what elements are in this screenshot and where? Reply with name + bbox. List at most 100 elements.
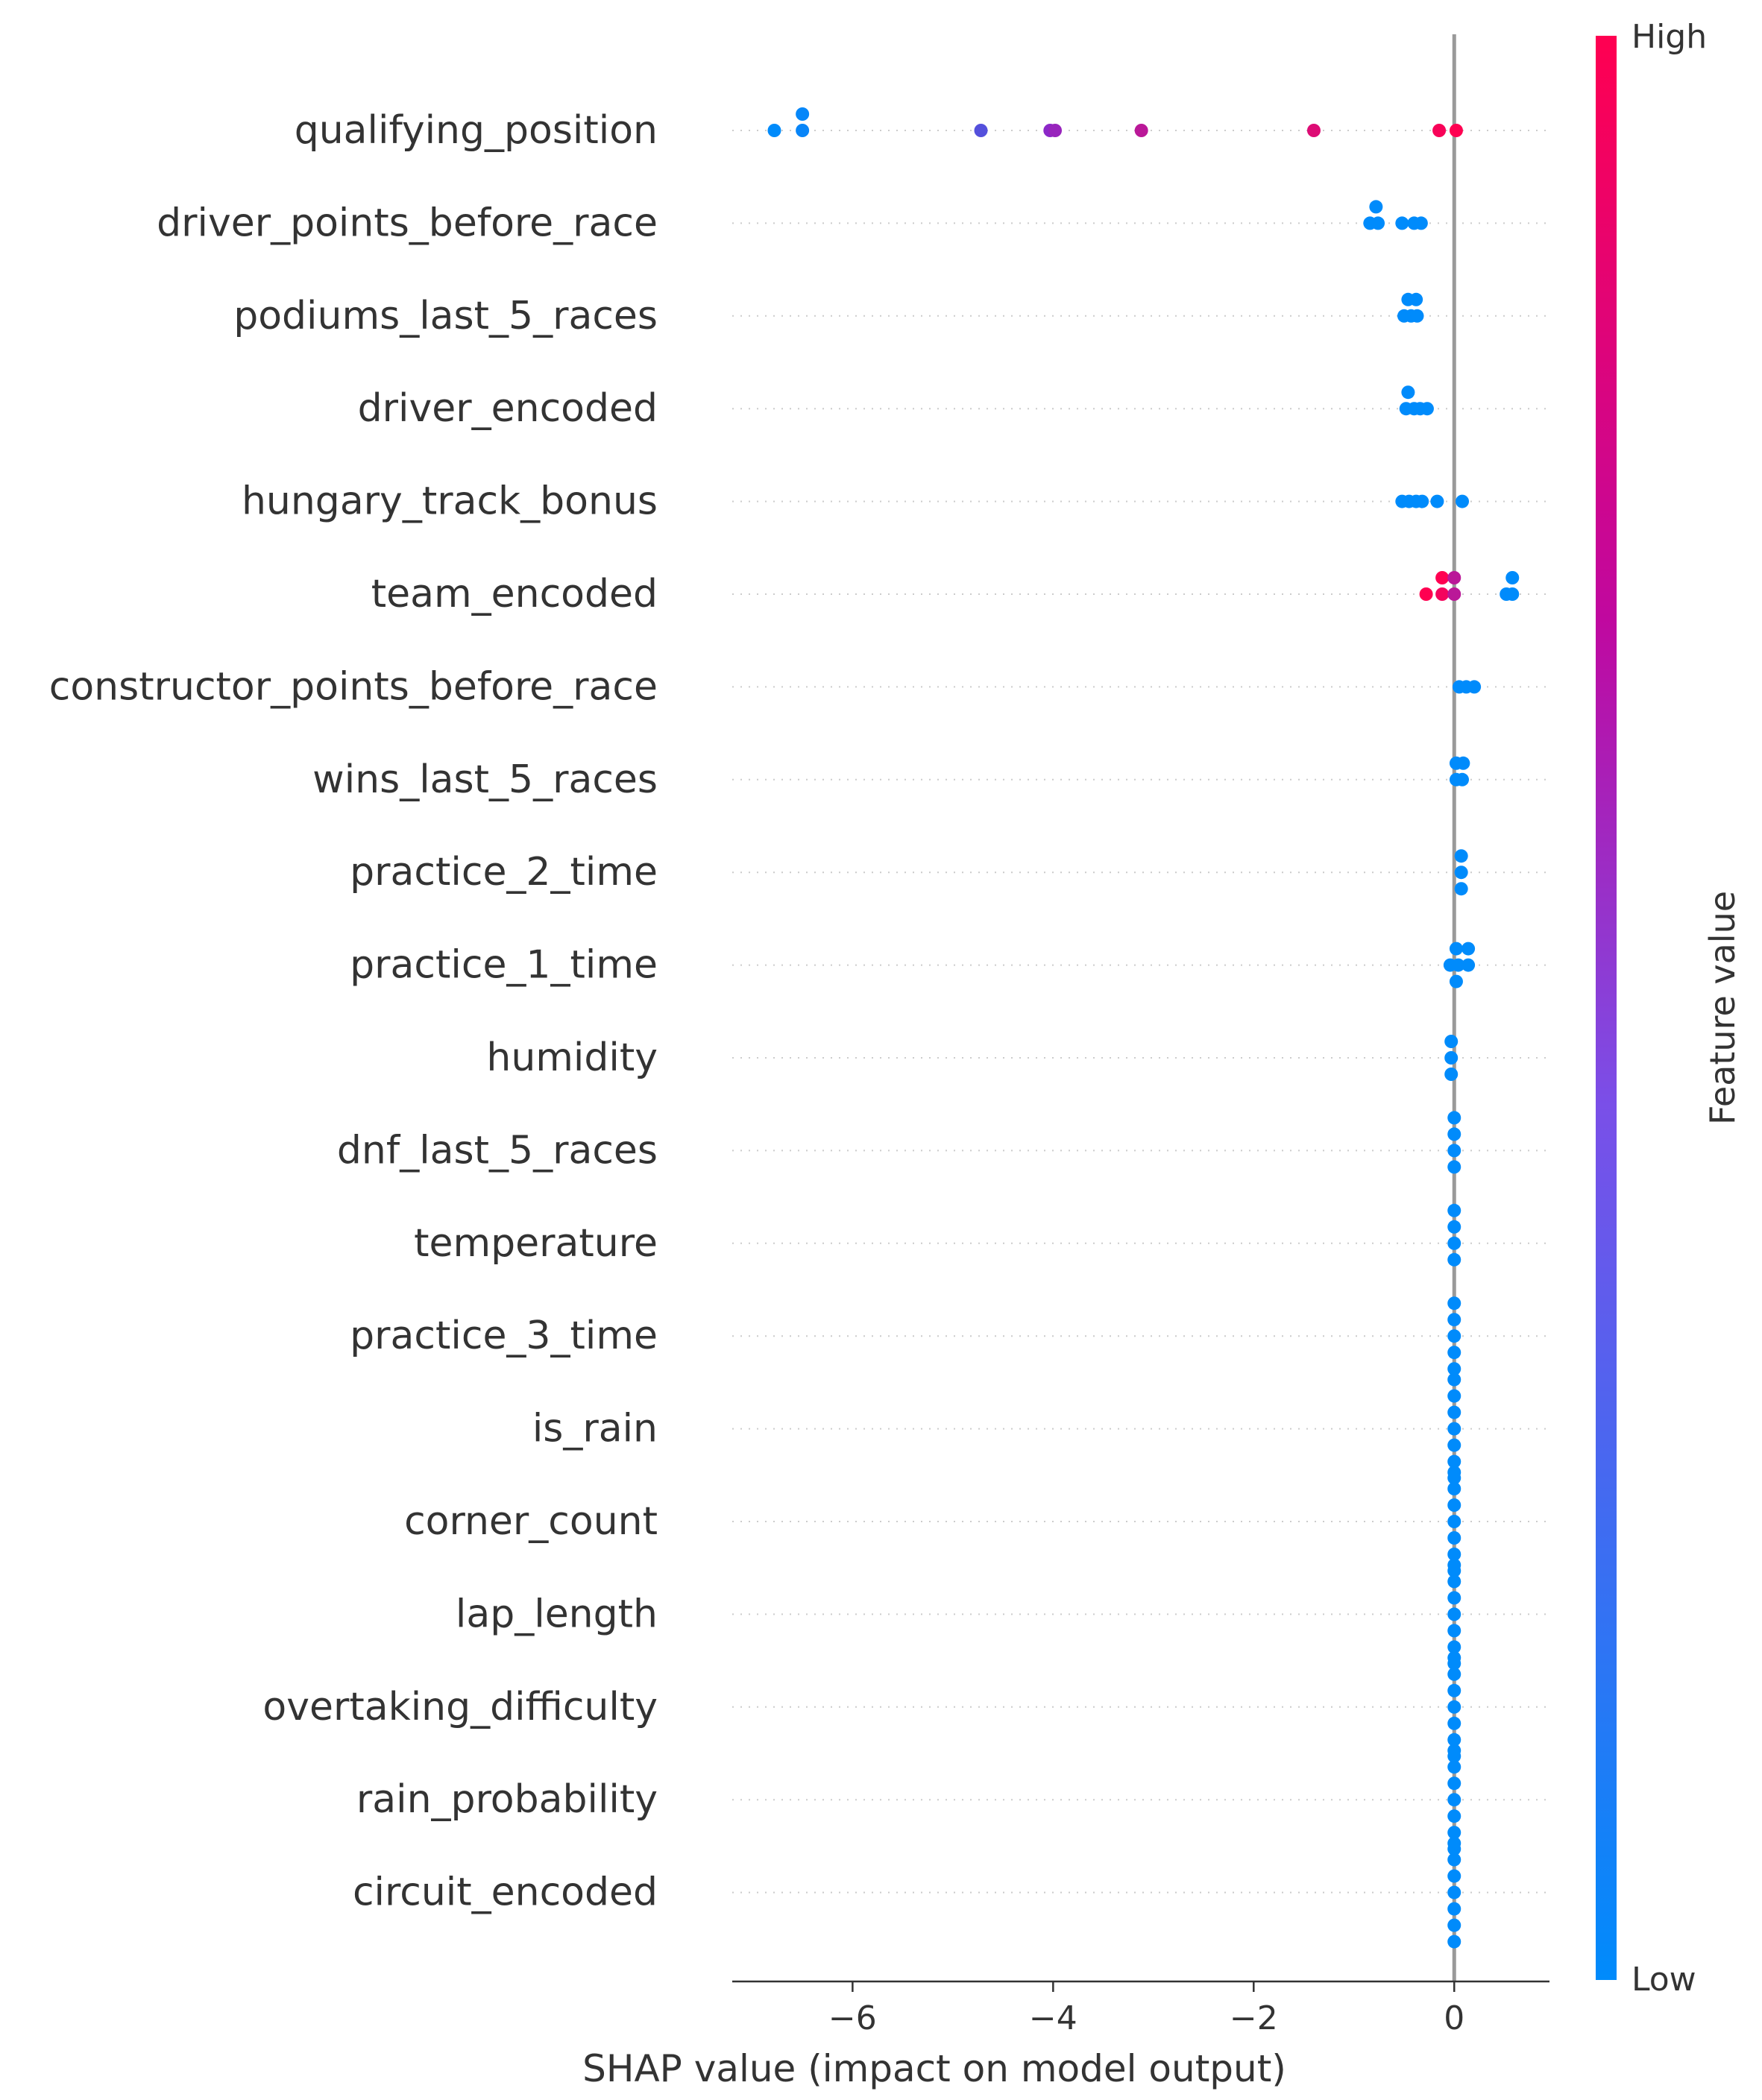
shap-point xyxy=(1456,772,1470,786)
x-axis: −6 −4 −2 0 xyxy=(732,1980,1549,2037)
shap-point xyxy=(1447,1252,1461,1267)
shap-point xyxy=(1447,1127,1461,1141)
x-axis-label: SHAP value (impact on model output) xyxy=(582,2047,1286,2090)
shap-point xyxy=(1447,1405,1461,1419)
shap-point xyxy=(1395,216,1409,230)
shap-point xyxy=(1447,1466,1461,1479)
shap-point xyxy=(1505,571,1520,584)
shap-point xyxy=(1447,1558,1461,1572)
shap-point xyxy=(1447,1236,1461,1250)
shap-point xyxy=(796,124,810,137)
shap-point xyxy=(1447,1885,1461,1899)
shap-point xyxy=(1369,200,1383,214)
shap-point xyxy=(1447,1111,1461,1125)
shap-point xyxy=(1447,1853,1461,1867)
feature-label: team_encoded xyxy=(371,572,658,617)
feature-label: humidity xyxy=(486,1035,658,1080)
shap-point xyxy=(1447,1531,1461,1545)
shap-point xyxy=(1467,680,1482,694)
shap-point xyxy=(1454,865,1468,880)
feature-label: hungary_track_bonus xyxy=(242,479,658,524)
shap-point xyxy=(1447,1732,1461,1747)
colorbar-low-label: Low xyxy=(1632,1961,1696,1999)
shap-point xyxy=(1447,1144,1461,1158)
feature-label: podiums_last_5_races xyxy=(233,294,658,338)
colorbar: High Low Feature value xyxy=(1596,18,1743,1999)
shap-point xyxy=(1432,124,1447,137)
shap-point xyxy=(1447,1454,1461,1469)
shap-point xyxy=(1447,1683,1461,1697)
x-tick-label: 0 xyxy=(1444,1999,1464,2037)
shap-point xyxy=(1447,1809,1461,1823)
shap-point xyxy=(1410,309,1424,323)
feature-label: practice_3_time xyxy=(350,1314,658,1358)
shap-point xyxy=(1447,1372,1461,1387)
shap-point xyxy=(1447,1482,1461,1495)
feature-label: corner_count xyxy=(404,1499,658,1544)
shap-point xyxy=(1447,1776,1461,1791)
shap-point xyxy=(1447,1793,1461,1807)
shap-point xyxy=(1449,974,1463,988)
shap-point xyxy=(1456,494,1470,508)
colorbar-high-label: High xyxy=(1632,18,1707,56)
shap-point xyxy=(1447,1902,1461,1916)
shap-point xyxy=(1447,1362,1461,1376)
feature-label: practice_1_time xyxy=(350,943,658,988)
feature-label: qualifying_position xyxy=(295,108,658,153)
feature-label: constructor_points_before_race xyxy=(49,664,658,709)
shap-point xyxy=(1371,216,1385,230)
shap-point xyxy=(1447,1624,1461,1638)
shap-point xyxy=(796,107,810,121)
shap-point xyxy=(1505,587,1520,601)
shap-point xyxy=(1447,1438,1461,1452)
shap-point xyxy=(1447,1203,1461,1217)
feature-label: circuit_encoded xyxy=(353,1870,658,1915)
shap-point xyxy=(1449,124,1463,137)
shap-point xyxy=(1447,1422,1461,1436)
feature-label: overtaking_difficulty xyxy=(262,1685,658,1729)
shap-point xyxy=(1401,385,1415,400)
shap-point xyxy=(1414,216,1428,230)
feature-label: dnf_last_5_races xyxy=(337,1128,658,1173)
x-tick-label: −6 xyxy=(828,1999,877,2037)
feature-label: driver_points_before_race xyxy=(157,201,658,245)
shap-point xyxy=(1447,1640,1461,1654)
shap-point xyxy=(1134,124,1148,137)
shap-point xyxy=(1048,124,1063,137)
shap-point xyxy=(1420,402,1434,416)
shap-point xyxy=(1447,1346,1461,1360)
shap-point xyxy=(1461,942,1476,956)
shap-point xyxy=(1451,958,1465,972)
colorbar-title: Feature value xyxy=(1702,891,1743,1125)
feature-label: temperature xyxy=(414,1221,658,1266)
shap-point xyxy=(1447,1935,1461,1949)
shap-point xyxy=(1409,292,1423,306)
shap-point xyxy=(1447,1329,1461,1343)
shap-point xyxy=(1447,1607,1461,1621)
x-tick-label: −4 xyxy=(1029,1999,1077,2037)
shap-point xyxy=(1447,587,1461,601)
feature-label: practice_2_time xyxy=(350,850,658,895)
shap-point xyxy=(1447,1744,1461,1758)
x-tick-label: −2 xyxy=(1230,1999,1278,2037)
feature-label: driver_encoded xyxy=(358,386,658,431)
shap-point xyxy=(1447,1716,1461,1730)
shap-point xyxy=(1447,1313,1461,1327)
shap-point xyxy=(1447,1574,1461,1589)
shap-point xyxy=(1435,587,1450,601)
shap-point xyxy=(1447,1918,1461,1932)
feature-label: lap_length xyxy=(456,1592,658,1636)
colorbar-gradient xyxy=(1596,36,1617,1980)
shap-point xyxy=(1461,958,1476,972)
feature-label: rain_probability xyxy=(356,1777,658,1822)
shap-point xyxy=(1415,494,1429,508)
shap-point xyxy=(1447,1296,1461,1311)
shap-point xyxy=(1435,571,1450,584)
shap-point xyxy=(1306,124,1321,137)
shap-point xyxy=(1444,1035,1459,1048)
shap-point xyxy=(1447,1515,1461,1528)
feature-label: wins_last_5_races xyxy=(312,757,658,802)
shap-point xyxy=(1447,1869,1461,1883)
